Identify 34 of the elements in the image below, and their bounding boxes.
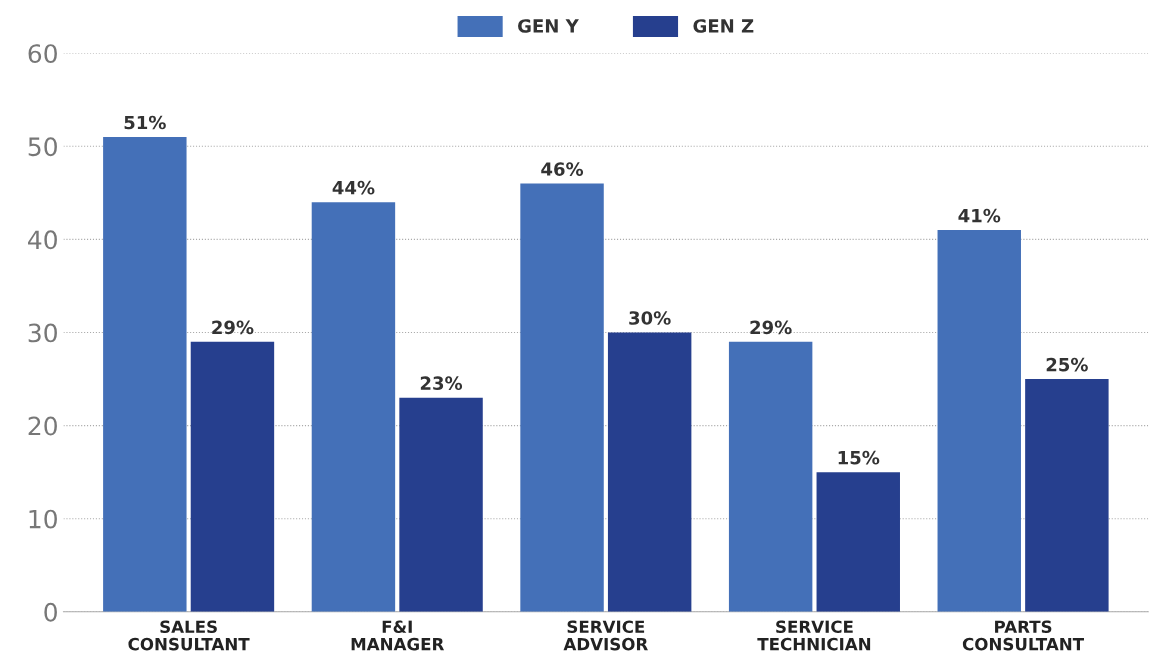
bar	[937, 230, 1021, 612]
data-label: 29%	[750, 320, 792, 335]
data-label: 51%	[124, 115, 166, 130]
data-label: 44%	[332, 180, 375, 195]
data-label: 15%	[838, 450, 880, 465]
bar	[816, 472, 900, 612]
y-tick-label: 50	[28, 137, 57, 157]
bar	[520, 183, 604, 612]
bar	[103, 136, 187, 612]
data-label: 29%	[212, 320, 254, 335]
y-tick-label: 0	[44, 602, 57, 622]
bar	[607, 332, 692, 612]
bar	[399, 397, 483, 612]
bar	[190, 341, 275, 612]
data-label: 25%	[1046, 357, 1088, 372]
bar	[728, 341, 813, 612]
y-tick-label: 60	[28, 44, 57, 64]
data-label: 23%	[420, 376, 463, 391]
y-tick-label: 30	[28, 323, 57, 343]
data-label: 30%	[629, 311, 671, 325]
x-tick-label: SERVICE TECHNICIAN	[757, 620, 871, 651]
data-label: 46%	[541, 162, 584, 176]
bar	[1025, 379, 1109, 612]
legend-label: GEN Y	[518, 19, 579, 33]
x-tick-label: SERVICE ADVISOR	[563, 620, 648, 651]
y-tick-label: 10	[29, 509, 57, 529]
x-tick-label: PARTS CONSULTANT	[962, 620, 1084, 651]
x-tick-label: SALES CONSULTANT	[128, 620, 250, 651]
y-tick-label: 20	[28, 416, 57, 436]
data-label: 41%	[958, 208, 1001, 223]
x-tick-label: F&I MANAGER	[351, 620, 445, 651]
legend-label: GEN Z	[693, 19, 754, 33]
y-tick-label: 40	[28, 230, 57, 250]
bar	[311, 202, 396, 612]
